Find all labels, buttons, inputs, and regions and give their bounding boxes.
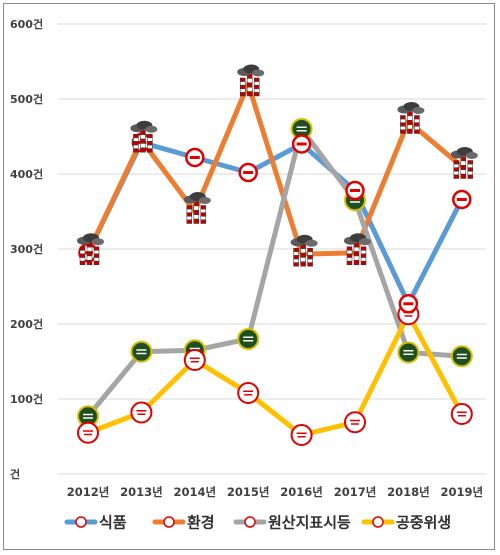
legend-label: 원산지표시등 — [268, 514, 351, 532]
factory-icon — [183, 192, 211, 224]
legend-item: 환경 — [152, 514, 215, 532]
x-tick-label: 2018년 — [387, 485, 430, 499]
series-markers — [77, 64, 478, 446]
legend-item: 원산지표시등 — [233, 514, 351, 532]
red-ring-icon — [344, 411, 366, 434]
red-ring-icon — [450, 403, 473, 425]
x-tick-label: 2012년 — [67, 485, 110, 499]
y-tick-label: 300건 — [10, 242, 43, 256]
x-tick-label: 2017년 — [334, 485, 377, 499]
factory-icon — [130, 120, 158, 153]
x-tick-label: 2013년 — [120, 485, 163, 499]
red-badge-icon — [452, 189, 472, 210]
x-tick-label: 2016년 — [280, 485, 323, 499]
red-badge-icon — [238, 162, 258, 183]
factory-icon — [77, 233, 104, 266]
y-tick-label: 100건 — [10, 392, 43, 406]
red-ring-icon — [130, 401, 153, 424]
series-line — [85, 308, 465, 438]
y-tick-label: 건 — [10, 467, 20, 481]
gridlines — [58, 23, 486, 475]
factory-icon — [237, 64, 265, 97]
y-tick-label: 200건 — [10, 317, 43, 331]
legend-label: 공중위생 — [396, 514, 451, 532]
red-badge-icon — [345, 180, 365, 201]
legend-marker-icon — [75, 516, 87, 528]
legend: 식품 환경 원산지표시등 공중위생 — [64, 514, 451, 532]
factory-icon — [450, 147, 478, 179]
legend-item: 공중위생 — [361, 514, 451, 532]
x-tick-label: 2015년 — [227, 485, 270, 499]
factory-icon — [344, 233, 371, 266]
red-ring-icon — [183, 349, 206, 371]
red-badge-icon — [398, 294, 419, 314]
factory-icon — [397, 102, 425, 134]
legend-label: 식품 — [99, 514, 127, 532]
x-axis-tick-labels: 2012년 2013년 2014년 2015년 2016년 2017년 2018년 2019년 — [67, 485, 483, 499]
red-badge-icon — [291, 134, 312, 154]
legend-marker-icon — [244, 516, 256, 528]
legend-marker-icon — [372, 516, 384, 528]
red-ring-icon — [237, 382, 260, 404]
red-badge-icon — [185, 147, 205, 168]
legend-marker-icon — [163, 516, 175, 528]
x-tick-label: 2019년 — [441, 485, 484, 499]
legend-label: 환경 — [187, 514, 215, 532]
green-badge-icon — [450, 345, 473, 368]
red-ring-icon — [77, 421, 99, 444]
green-badge-icon — [397, 341, 420, 364]
factory-icon — [290, 234, 318, 267]
green-badge-icon — [237, 328, 260, 350]
legend-item: 식품 — [64, 514, 127, 532]
y-tick-label: 400건 — [10, 167, 43, 181]
green-badge-icon — [130, 340, 153, 363]
green-badge-icon — [290, 118, 313, 140]
y-tick-label: 500건 — [10, 92, 43, 106]
x-tick-label: 2014년 — [174, 485, 217, 499]
red-ring-icon — [290, 424, 313, 446]
y-tick-label: 600건 — [10, 17, 43, 31]
